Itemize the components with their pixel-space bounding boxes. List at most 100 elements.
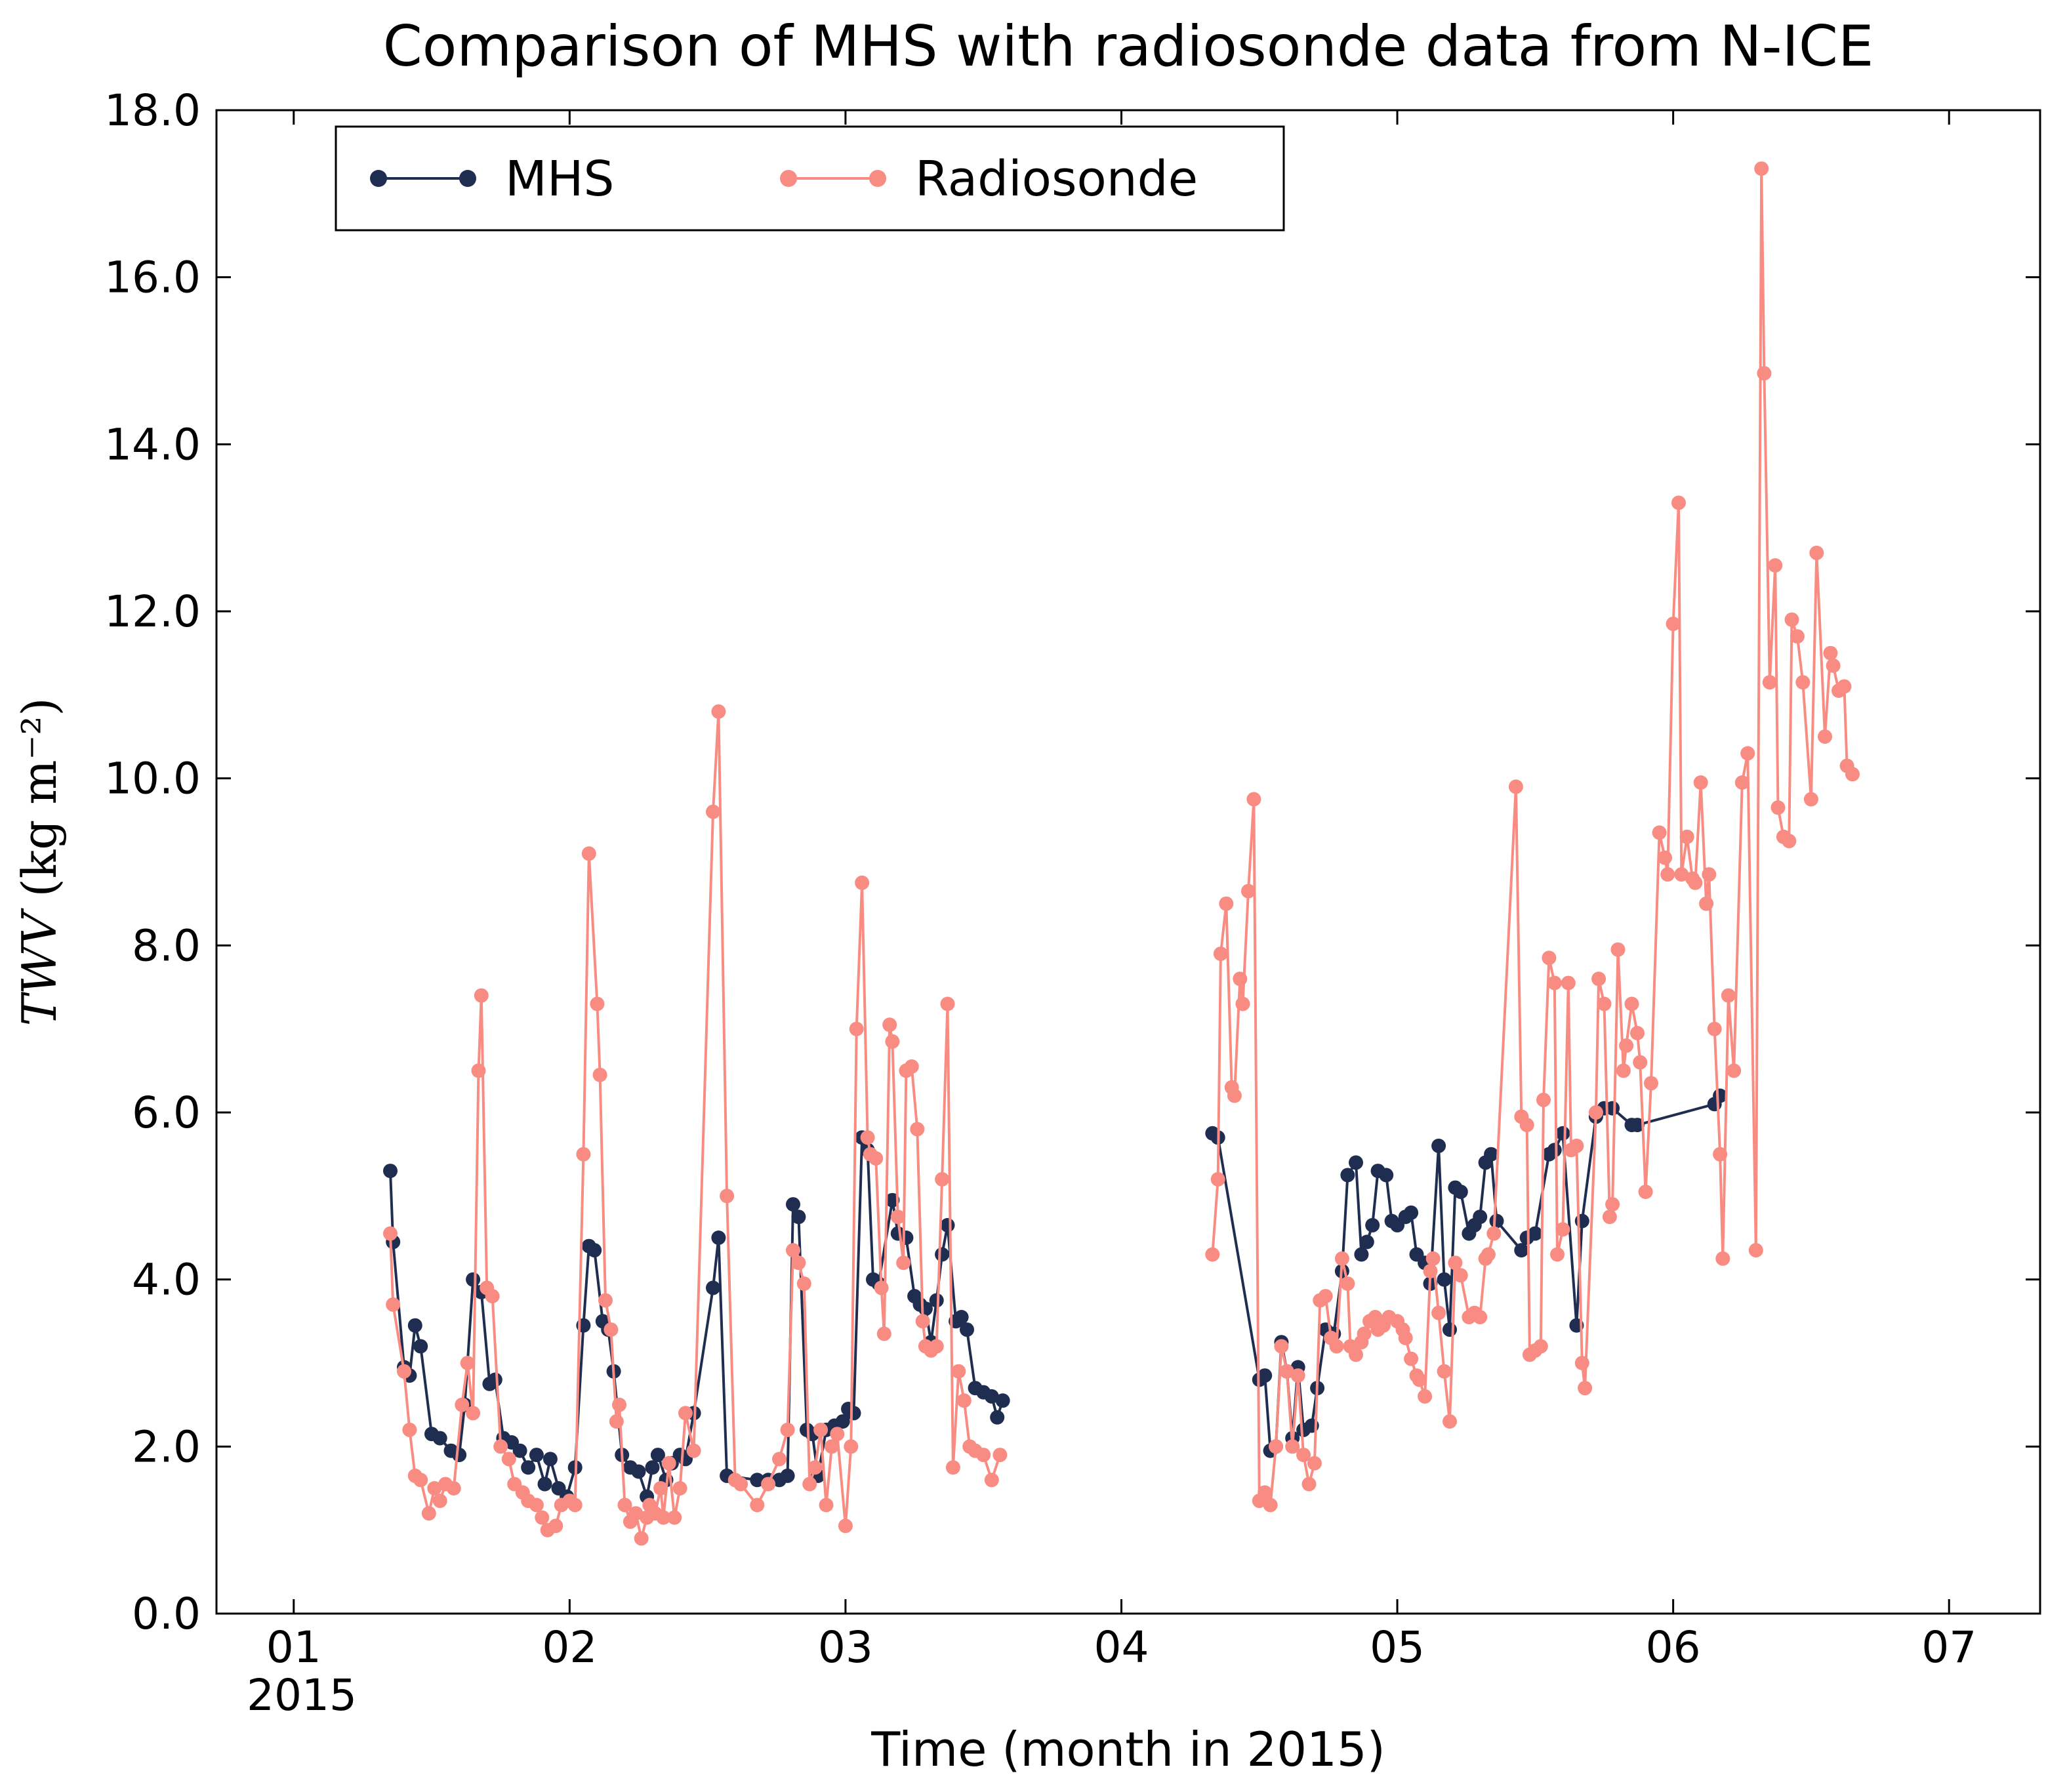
- data-point: [1486, 1226, 1502, 1241]
- data-point: [869, 1151, 884, 1166]
- data-point: [945, 1460, 960, 1475]
- data-point: [940, 1217, 955, 1232]
- x-axis-year-offset: 2015: [247, 1670, 357, 1721]
- data-point: [1473, 1210, 1488, 1225]
- data-point: [1790, 629, 1805, 644]
- data-point: [529, 1497, 544, 1513]
- data-point: [567, 1497, 583, 1513]
- data-point: [1269, 1439, 1283, 1454]
- data-point: [786, 1243, 800, 1258]
- data-point: [1638, 1185, 1653, 1199]
- data-point: [1809, 545, 1824, 560]
- data-point: [1235, 996, 1250, 1011]
- data-point: [617, 1497, 632, 1513]
- data-point: [819, 1497, 834, 1513]
- data-point: [1489, 1213, 1504, 1229]
- data-point: [1727, 1063, 1742, 1078]
- data-point: [1605, 1197, 1620, 1212]
- data-point: [383, 1226, 398, 1241]
- data-point: [874, 1280, 889, 1295]
- data-point: [796, 1276, 811, 1291]
- data-point: [1605, 1101, 1620, 1116]
- data-point: [813, 1422, 829, 1437]
- data-point: [587, 1243, 602, 1258]
- data-point: [885, 1034, 900, 1049]
- data-point: [1359, 1234, 1374, 1250]
- data-point: [1274, 1339, 1289, 1354]
- data-point: [780, 1468, 795, 1483]
- data-point: [1437, 1272, 1452, 1287]
- data-point: [1210, 1171, 1225, 1187]
- data-point: [1233, 971, 1248, 987]
- series-radiosonde: [383, 161, 1860, 1546]
- data-point: [984, 1473, 999, 1488]
- data-point: [711, 704, 726, 719]
- x-tick-label: 01: [266, 1622, 321, 1673]
- data-point: [1803, 792, 1818, 807]
- data-point: [1837, 679, 1852, 694]
- data-point: [1279, 1364, 1294, 1379]
- data-point: [1616, 1063, 1631, 1078]
- data-point: [882, 1017, 897, 1032]
- data-point: [1688, 875, 1703, 890]
- data-point: [1699, 896, 1714, 911]
- y-tick-label: 4.0: [132, 1255, 201, 1305]
- data-point: [402, 1422, 417, 1437]
- data-point: [733, 1476, 748, 1492]
- data-point: [1658, 850, 1672, 865]
- data-point: [397, 1364, 411, 1379]
- data-point: [993, 1448, 1008, 1463]
- legend-label-radiosonde: Radiosonde: [915, 151, 1198, 207]
- data-point: [1357, 1326, 1372, 1341]
- data-point: [1602, 1210, 1617, 1225]
- axes-ticks: 01 02 03 04 05 06 07 0.0 2.0 4.0 6.0 8.0 10.0 12.0 14.…: [104, 85, 2040, 1673]
- data-point: [1431, 1305, 1446, 1320]
- x-tick-label: 02: [542, 1622, 597, 1673]
- y-tick-label: 18.0: [104, 85, 201, 136]
- legend-marker-dot: [780, 170, 797, 187]
- data-point: [1484, 1147, 1499, 1162]
- data-point: [772, 1452, 787, 1467]
- data-point: [1770, 800, 1786, 815]
- data-point: [471, 1063, 486, 1078]
- data-point: [386, 1297, 401, 1312]
- plot-frame: [215, 109, 2041, 1615]
- data-point: [493, 1439, 508, 1454]
- data-point: [844, 1439, 859, 1454]
- data-point: [1633, 1055, 1648, 1070]
- data-point: [446, 1481, 461, 1496]
- data-point: [535, 1510, 550, 1525]
- data-point: [413, 1339, 428, 1354]
- data-point: [1263, 1497, 1278, 1513]
- data-point: [1258, 1485, 1273, 1500]
- data-point: [686, 1443, 701, 1458]
- y-tick-label: 6.0: [132, 1088, 201, 1138]
- data-point: [750, 1473, 765, 1488]
- data-point: [1431, 1138, 1446, 1153]
- data-point: [427, 1481, 442, 1496]
- data-point: [1301, 1476, 1317, 1492]
- plot-area: 01 02 03 04 05 06 07 0.0 2.0 4.0 6.0 8.0 10.0 12.0 14.…: [104, 85, 2040, 1673]
- y-tick-label: 0.0: [132, 1589, 201, 1639]
- data-point: [791, 1255, 806, 1271]
- data-point: [645, 1460, 660, 1475]
- data-point: [1702, 867, 1717, 882]
- data-point: [598, 1293, 613, 1308]
- data-point: [1241, 884, 1256, 899]
- data-point: [1644, 1076, 1658, 1091]
- data-point: [413, 1473, 428, 1488]
- data-point: [1290, 1368, 1305, 1383]
- x-tick-label: 05: [1370, 1622, 1425, 1673]
- y-tick-label: 14.0: [104, 419, 201, 470]
- data-point: [915, 1314, 930, 1329]
- chart-title: Comparison of MHS with radiosonde data f…: [383, 14, 1874, 79]
- data-point: [1285, 1439, 1300, 1454]
- data-point: [711, 1231, 726, 1245]
- data-point: [1652, 825, 1667, 840]
- data-point: [1542, 950, 1557, 966]
- data-point: [1205, 1247, 1220, 1262]
- data-point: [383, 1164, 398, 1179]
- legend-label-mhs: MHS: [505, 151, 614, 207]
- data-point: [1784, 612, 1799, 627]
- data-point: [1610, 942, 1626, 957]
